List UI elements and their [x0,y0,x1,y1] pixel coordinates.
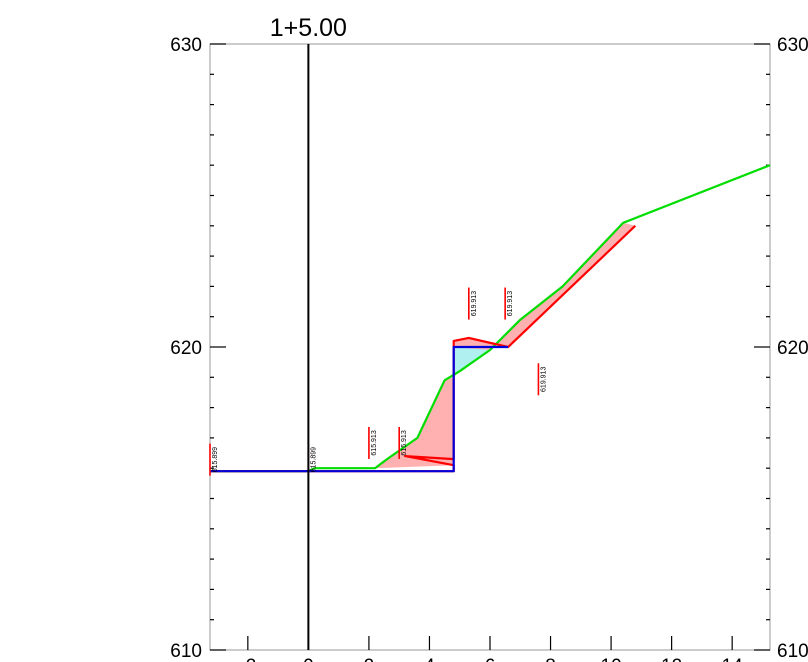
fill-area-1 [453,222,636,378]
x-tick-label: 6 [485,656,496,662]
x-tick-label: 12 [661,656,682,662]
fill-area-0 [375,377,454,469]
elevation-label-1: 615.899 [310,447,317,472]
y-tick-label-right: 630 [777,35,808,56]
elevation-label-3: 615.913 [401,430,408,455]
y-tick-label-left: 630 [170,35,202,56]
x-tick-label: 14 [722,656,744,662]
x-tick-label: 0 [303,656,314,662]
elevation-label-4: 619.913 [471,291,478,316]
elevation-label-5: 619.913 [507,291,514,316]
y-tick-label-right: 610 [777,641,808,662]
y-tick-label-left: 610 [170,641,202,662]
x-tick-label: 10 [601,656,622,662]
annotation-layer: 615.899 615.899 615.913 615.913 619.913 619.9… [209,287,547,476]
axis-ticks: 610 610 620 620 630 630 -2 0 2 4 6 8 10 12 14 [170,35,808,662]
x-tick-label: 8 [545,656,556,662]
elevation-label-0: 615.899 [212,447,219,472]
x-tick-label: 4 [424,656,435,662]
elevation-label-2: 615.913 [371,430,378,455]
y-tick-label-right: 620 [777,338,808,359]
station-title: 1+5.00 [270,14,347,42]
series-line-2 [210,345,509,473]
series-layer [210,164,771,473]
series-line-0 [210,164,771,473]
y-tick-label-left: 620 [170,338,202,359]
elevation-label-6: 619.913 [540,367,547,392]
x-tick-label: 2 [364,656,375,662]
x-tick-label: -2 [239,656,256,662]
